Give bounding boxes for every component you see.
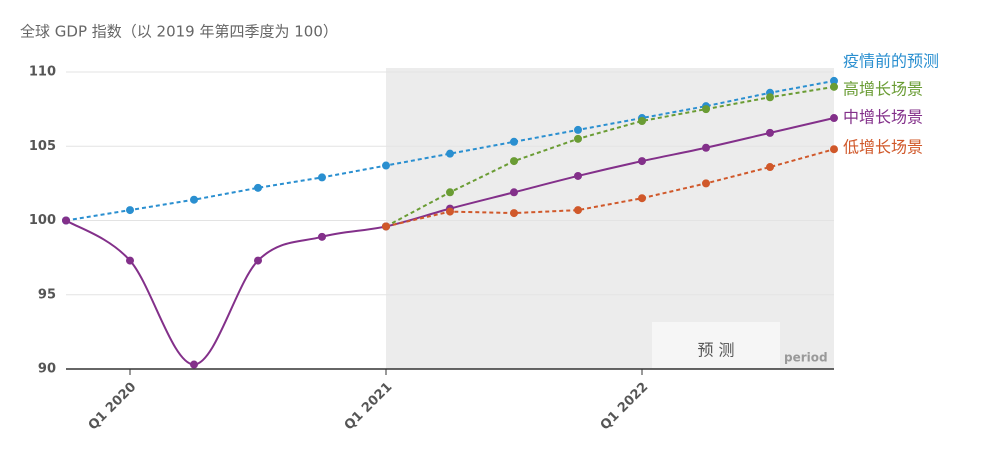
data-point <box>510 137 518 146</box>
series-line <box>385 85 835 228</box>
data-point <box>638 117 646 126</box>
data-point <box>638 157 646 166</box>
forecast-label-box <box>652 322 780 368</box>
legend-entry: 高增长场景 <box>843 80 923 99</box>
data-point <box>574 125 582 134</box>
data-point <box>766 128 774 137</box>
x-tick-label: Q1 2021 <box>342 380 396 434</box>
data-point <box>190 195 198 204</box>
data-point <box>62 216 70 225</box>
y-tick-label: 95 <box>38 287 56 302</box>
data-point <box>254 183 262 192</box>
data-point <box>382 222 390 231</box>
annotation: period <box>784 351 828 365</box>
legend-entry: 中增长场景 <box>843 108 923 127</box>
y-tick-label: 110 <box>29 65 56 80</box>
data-point <box>574 171 582 180</box>
forecast-label: 预 测 <box>697 341 734 360</box>
legend-entry: 低增长场景 <box>843 138 923 157</box>
data-point <box>702 105 710 114</box>
data-point <box>766 93 774 102</box>
data-point <box>126 256 134 265</box>
y-tick-label: 100 <box>29 213 56 228</box>
data-point <box>446 149 454 158</box>
data-point <box>830 145 838 154</box>
x-tick-label: Q1 2022 <box>598 380 652 434</box>
data-point <box>382 161 390 170</box>
y-tick-label: 105 <box>29 139 56 154</box>
data-point <box>830 114 838 123</box>
x-tick-label: Q1 2020 <box>86 380 140 434</box>
data-point <box>830 82 838 91</box>
forecast-region <box>386 68 834 369</box>
data-point <box>574 206 582 215</box>
data-point <box>510 209 518 218</box>
data-point <box>702 179 710 188</box>
data-point <box>190 360 198 369</box>
data-point <box>638 194 646 203</box>
data-point <box>766 163 774 172</box>
data-point <box>510 188 518 197</box>
legend-entry: 疫情前的预测 <box>843 52 939 71</box>
data-point <box>574 134 582 143</box>
chart-title: 全球 GDP 指数（以 2019 年第四季度为 100） <box>20 23 338 41</box>
data-point <box>318 232 326 241</box>
data-point <box>126 206 134 215</box>
y-tick-label: 90 <box>38 362 56 377</box>
data-point <box>702 143 710 152</box>
data-point <box>830 76 838 85</box>
series-line <box>385 148 835 228</box>
data-point <box>318 173 326 182</box>
data-point <box>510 157 518 166</box>
data-point <box>446 188 454 197</box>
data-point <box>254 256 262 265</box>
data-point <box>446 207 454 216</box>
